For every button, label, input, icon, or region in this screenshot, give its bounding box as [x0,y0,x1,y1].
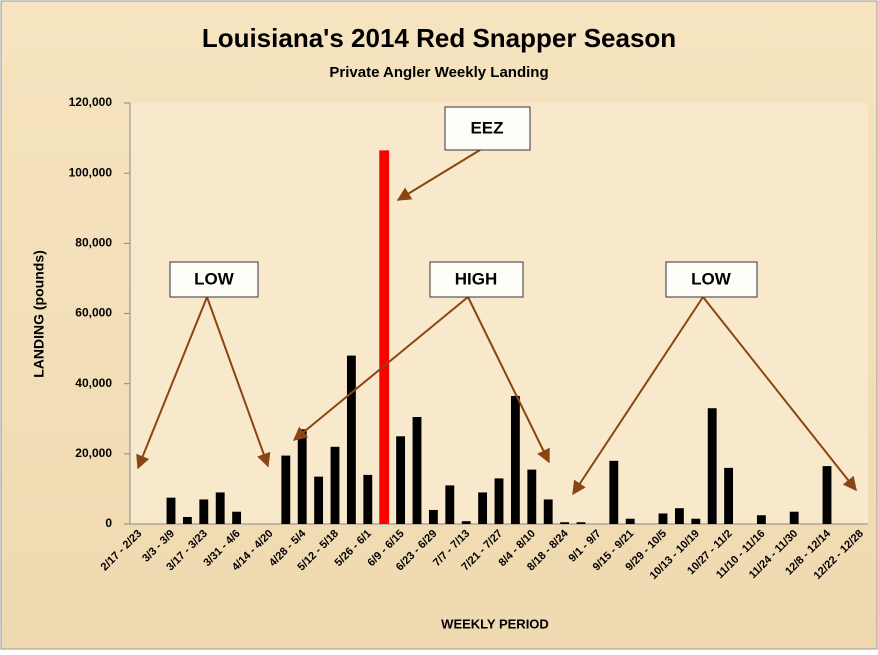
y-axis-label: LANDING (pounds) [31,250,47,378]
annotation-box [169,261,259,298]
y-tick-label: 100,000 [69,165,113,179]
y-tick-label: 60,000 [75,306,112,320]
annotation: HIGH [455,269,498,288]
bar [346,355,356,524]
x-axis-label: WEEKLY PERIOD [441,616,549,631]
arrow [206,296,271,468]
bar [560,522,570,524]
bar [232,511,242,524]
bar [297,429,307,524]
bar [428,509,438,524]
arrow [467,296,550,464]
bar [281,455,291,524]
arrow [572,296,704,496]
chart-title: Louisiana's 2014 Red Snapper Season [202,23,676,53]
bar [527,469,537,524]
bar [691,518,701,524]
bar [215,492,225,524]
y-tick-label: 20,000 [75,446,112,460]
annotation-box [429,261,524,298]
annotation: LOW [194,269,235,288]
bar [379,150,390,525]
bar [396,436,406,524]
bar [330,446,340,524]
y-tick-label: 0 [105,516,112,530]
arrows [136,149,857,496]
bar [756,515,766,524]
bars [166,150,832,525]
chart-subtitle: Private Angler Weekly Landing [329,64,548,81]
y-tick-label: 40,000 [75,376,112,390]
annotation-box [444,106,531,151]
bar [166,497,176,524]
bar [543,499,553,524]
bar [822,466,832,524]
y-tick-label: 120,000 [69,95,113,109]
bar [494,478,504,524]
bar [625,518,635,524]
annotation: EEZ [470,118,503,137]
annotation-box [665,261,758,298]
arrow [292,296,469,441]
arrow [136,296,208,470]
bar [707,408,717,524]
arrow [396,149,481,201]
bar [478,492,488,524]
bar [412,416,422,524]
bar [445,485,455,524]
bar [510,395,520,524]
bar [363,474,373,524]
bar [576,522,586,524]
annotation: LOW [691,269,732,288]
y-tick-label: 80,000 [75,236,112,250]
bar [658,513,668,524]
arrow [702,296,857,492]
bar [609,460,619,524]
bar [724,467,734,524]
plot-area [130,103,868,524]
bar [789,511,799,524]
bar [182,516,192,524]
bar [314,476,324,524]
bar [199,499,209,524]
bar [461,521,471,524]
bar [674,508,684,524]
